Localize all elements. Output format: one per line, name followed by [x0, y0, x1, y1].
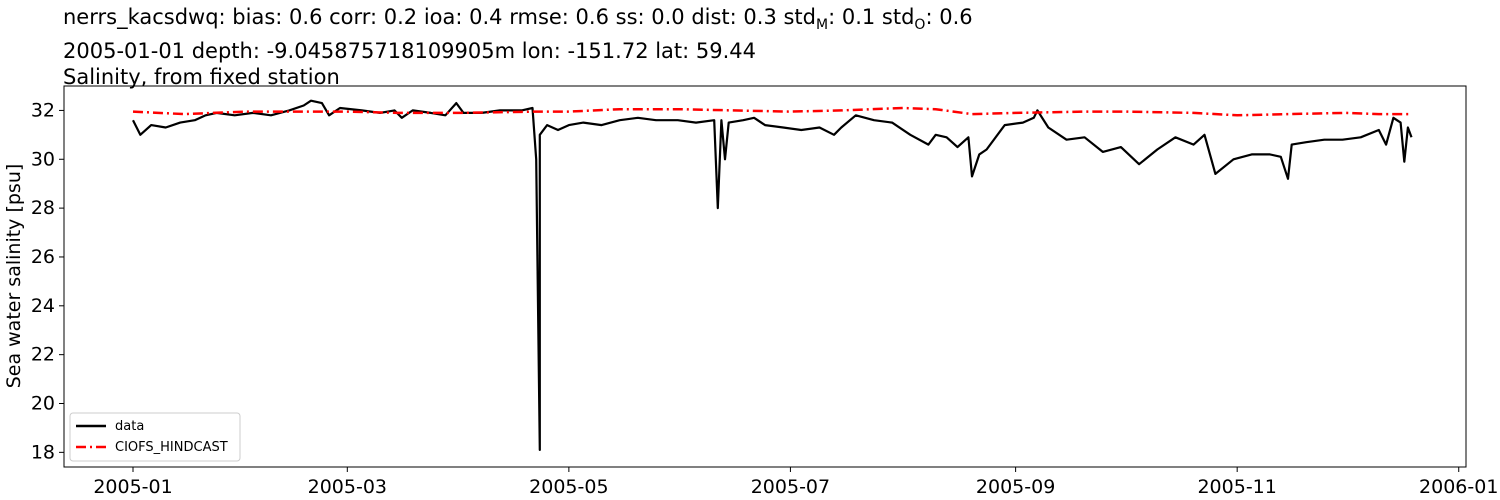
x-tick-label-2005-01: 2005-01 [93, 476, 172, 498]
x-tick-label-2005-09: 2005-09 [976, 476, 1055, 498]
x-tick-label-2005-03: 2005-03 [308, 476, 387, 498]
x-tick-label-2005-05: 2005-05 [529, 476, 608, 498]
std-model-value: : 0.1 std [828, 5, 915, 29]
series-line-ciofs-hindcast [132, 106, 1412, 117]
y-tick-label-18: 18 [31, 441, 55, 463]
y-tick-label-32: 32 [31, 99, 55, 121]
station-info-title: 2005-01-01 depth: -9.045875718109905m lo… [63, 39, 757, 64]
y-axis-label: Sea water salinity [psu] [3, 164, 25, 389]
std-obs-value: : 0.6 [925, 5, 973, 29]
stats-title-prefix: nerrs_kacsdwq: bias: 0.6 corr: 0.2 ioa: … [63, 5, 816, 29]
y-tick-label-28: 28 [31, 197, 55, 219]
series-line-data [132, 99, 1413, 451]
x-tick-label-2005-11: 2005-11 [1197, 476, 1276, 498]
std-model-subscript: M [816, 17, 829, 34]
legend: data CIOFS_HINDCAST [69, 412, 241, 462]
y-tick-label-26: 26 [31, 246, 55, 268]
y-tick-label-30: 30 [31, 148, 55, 170]
chart-titles: nerrs_kacsdwq: bias: 0.6 corr: 0.2 ioa: … [63, 4, 973, 90]
chart-title: Salinity, from fixed station [63, 65, 340, 90]
y-tick-label-24: 24 [31, 295, 55, 317]
legend-box [69, 412, 241, 462]
x-axis: 2005-01 2005-03 2005-05 2005-07 2005-09 2005-… [93, 467, 1498, 498]
y-axis: 18 20 22 24 26 28 30 32 [31, 99, 64, 463]
stats-title: nerrs_kacsdwq: bias: 0.6 corr: 0.2 ioa: … [63, 4, 973, 38]
std-obs-subscript: O [914, 17, 926, 34]
series-layer [132, 99, 1413, 451]
x-tick-label-2005-07: 2005-07 [751, 476, 830, 498]
x-tick-label-2006-01: 2006-01 [1419, 476, 1498, 498]
y-tick-label-20: 20 [31, 393, 55, 415]
legend-label-data: data [115, 419, 144, 434]
legend-label-ciofs-hindcast: CIOFS_HINDCAST [115, 440, 228, 455]
plot-frame [63, 85, 1467, 468]
y-tick-label-22: 22 [31, 344, 55, 366]
